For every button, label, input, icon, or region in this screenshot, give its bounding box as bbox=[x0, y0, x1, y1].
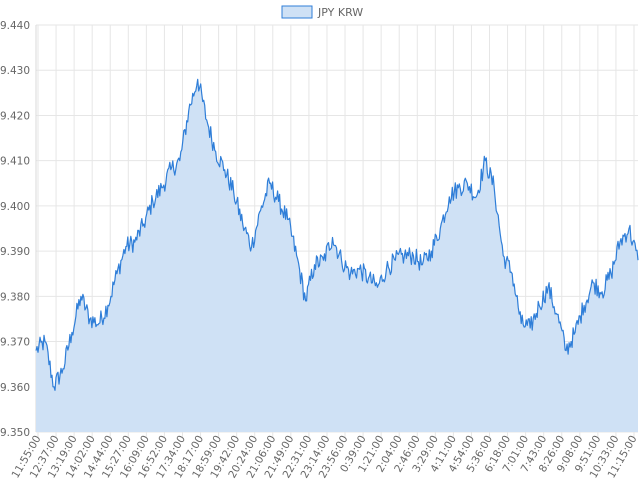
data-point[interactable] bbox=[97, 322, 101, 326]
data-point[interactable] bbox=[582, 303, 586, 307]
data-point[interactable] bbox=[79, 294, 83, 298]
y-tick-label: 9.390 bbox=[0, 246, 30, 258]
data-point[interactable] bbox=[223, 168, 227, 172]
data-point[interactable] bbox=[429, 249, 433, 253]
data-point[interactable] bbox=[187, 109, 191, 113]
data-point[interactable] bbox=[456, 186, 460, 190]
data-point[interactable] bbox=[277, 199, 281, 203]
data-point[interactable] bbox=[546, 285, 550, 289]
y-tick-label: 9.360 bbox=[0, 382, 30, 394]
data-point[interactable] bbox=[88, 317, 92, 321]
data-point[interactable] bbox=[474, 195, 478, 199]
data-point[interactable] bbox=[510, 272, 514, 276]
data-point[interactable] bbox=[501, 254, 505, 258]
data-point[interactable] bbox=[465, 181, 469, 185]
data-point[interactable] bbox=[393, 258, 397, 262]
y-tick-label: 9.350 bbox=[0, 427, 30, 439]
data-point[interactable] bbox=[564, 349, 568, 353]
data-point[interactable] bbox=[555, 312, 559, 316]
data-point[interactable] bbox=[70, 331, 74, 335]
data-point[interactable] bbox=[151, 199, 155, 203]
y-tick-label: 9.370 bbox=[0, 337, 30, 349]
data-point[interactable] bbox=[322, 258, 326, 262]
data-point[interactable] bbox=[366, 276, 370, 280]
y-tick-label: 9.400 bbox=[0, 201, 30, 213]
data-point[interactable] bbox=[438, 227, 442, 231]
data-point[interactable] bbox=[331, 236, 335, 240]
data-point[interactable] bbox=[618, 240, 622, 244]
data-point[interactable] bbox=[349, 272, 353, 276]
data-point[interactable] bbox=[286, 218, 290, 222]
data-point[interactable] bbox=[34, 349, 38, 353]
data-point[interactable] bbox=[115, 272, 119, 276]
data-point[interactable] bbox=[178, 159, 182, 163]
data-point[interactable] bbox=[268, 181, 272, 185]
data-point[interactable] bbox=[232, 190, 236, 194]
data-point[interactable] bbox=[304, 299, 308, 303]
data-point[interactable] bbox=[358, 267, 362, 271]
data-point[interactable] bbox=[483, 159, 487, 163]
data-point[interactable] bbox=[250, 245, 254, 249]
data-point[interactable] bbox=[375, 285, 379, 289]
data-point[interactable] bbox=[160, 186, 164, 190]
data-point[interactable] bbox=[636, 258, 640, 262]
data-point[interactable] bbox=[61, 367, 65, 371]
data-point[interactable] bbox=[537, 303, 541, 307]
data-point[interactable] bbox=[402, 254, 406, 258]
data-point[interactable] bbox=[492, 186, 496, 190]
legend-swatch bbox=[281, 5, 313, 19]
data-point[interactable] bbox=[43, 340, 47, 344]
data-point[interactable] bbox=[313, 263, 317, 267]
y-tick-label: 9.440 bbox=[0, 20, 30, 32]
data-point[interactable] bbox=[340, 258, 344, 262]
y-axis: 9.440 9.430 9.420 9.410 9.400 9.390 9.380 9.370… bbox=[0, 20, 30, 439]
x-axis: 11:55:0012:37:0013:19:0014:02:0014:44:00… bbox=[10, 434, 640, 480]
y-tick-label: 9.430 bbox=[0, 65, 30, 77]
data-point[interactable] bbox=[384, 267, 388, 271]
data-point[interactable] bbox=[133, 240, 137, 244]
data-point[interactable] bbox=[214, 150, 218, 154]
y-tick-label: 9.420 bbox=[0, 110, 30, 122]
data-point[interactable] bbox=[519, 322, 523, 326]
data-point[interactable] bbox=[411, 254, 415, 258]
data-point[interactable] bbox=[169, 168, 173, 172]
data-point[interactable] bbox=[420, 263, 424, 267]
data-point[interactable] bbox=[447, 195, 451, 199]
data-point[interactable] bbox=[609, 272, 613, 276]
data-point[interactable] bbox=[241, 222, 245, 226]
data-point[interactable] bbox=[196, 77, 200, 81]
y-tick-label: 9.380 bbox=[0, 291, 30, 303]
data-point[interactable] bbox=[259, 208, 263, 212]
y-tick-label: 9.410 bbox=[0, 156, 30, 168]
data-point[interactable] bbox=[528, 326, 532, 330]
data-point[interactable] bbox=[106, 303, 110, 307]
data-point[interactable] bbox=[124, 245, 128, 249]
data-point[interactable] bbox=[600, 290, 604, 294]
data-point[interactable] bbox=[295, 254, 299, 258]
series-line bbox=[35, 78, 639, 391]
data-point[interactable] bbox=[573, 331, 577, 335]
legend[interactable]: JPY KRW bbox=[281, 5, 363, 19]
data-point[interactable] bbox=[205, 118, 209, 122]
data-point[interactable] bbox=[52, 385, 56, 389]
legend-label: JPY KRW bbox=[317, 6, 363, 19]
data-point[interactable] bbox=[591, 281, 595, 285]
data-point[interactable] bbox=[142, 222, 146, 226]
series-jpy-krw bbox=[34, 77, 640, 433]
data-point[interactable] bbox=[627, 227, 631, 231]
